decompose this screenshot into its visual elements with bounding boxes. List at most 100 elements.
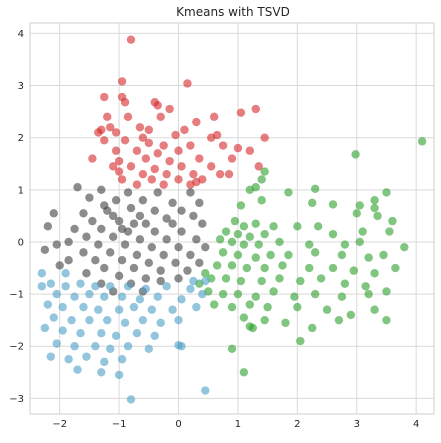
data-point: [73, 365, 82, 374]
data-point: [269, 287, 278, 296]
data-point: [382, 315, 391, 325]
data-point: [135, 211, 145, 221]
data-point: [189, 211, 198, 221]
data-point: [120, 98, 130, 107]
data-point: [186, 188, 195, 197]
data-point: [260, 133, 269, 142]
data-point: [85, 193, 94, 202]
data-point: [126, 162, 136, 171]
data-point: [308, 198, 317, 208]
data-point: [150, 206, 159, 215]
data-point: [269, 222, 278, 231]
data-point: [126, 35, 136, 44]
data-point: [293, 302, 302, 312]
data-point: [52, 289, 61, 299]
x-tick-label: 3: [354, 419, 360, 430]
x-tick-labels: −2 −1 0 1 2 3 4: [52, 419, 419, 430]
data-point: [117, 77, 127, 86]
data-point: [37, 282, 47, 291]
data-point: [67, 315, 76, 325]
data-point: [227, 344, 237, 354]
data-point: [135, 123, 145, 132]
data-point: [70, 342, 79, 351]
data-point: [284, 188, 293, 197]
data-point: [239, 222, 249, 231]
data-point: [111, 196, 121, 205]
data-point: [198, 289, 207, 299]
data-point: [49, 209, 58, 218]
data-point: [111, 331, 121, 340]
data-point: [165, 156, 174, 166]
x-tick-label: −1: [112, 419, 127, 430]
chart-title: Kmeans with TSVD: [176, 5, 290, 19]
data-point: [174, 242, 183, 252]
data-point: [242, 263, 252, 273]
data-point: [316, 274, 326, 283]
data-point: [168, 219, 177, 228]
data-point: [382, 287, 391, 296]
data-point: [135, 235, 145, 244]
data-point: [201, 276, 210, 286]
data-point: [174, 175, 183, 184]
data-point: [224, 169, 234, 179]
x-tick-label: 2: [294, 419, 300, 430]
cluster-series: [195, 137, 427, 377]
data-point: [212, 261, 222, 270]
data-point: [257, 196, 266, 205]
data-point: [346, 310, 356, 320]
data-point: [313, 222, 323, 231]
data-point: [284, 250, 293, 260]
data-point: [254, 240, 263, 249]
data-point: [233, 229, 243, 239]
data-point: [180, 125, 189, 135]
data-point: [153, 188, 162, 197]
data-point: [391, 263, 400, 273]
data-point: [245, 300, 255, 309]
data-point: [138, 196, 148, 205]
data-point: [328, 263, 338, 273]
data-point: [251, 219, 260, 228]
data-point: [117, 256, 127, 265]
data-point: [251, 104, 260, 114]
data-point: [201, 242, 210, 252]
data-point: [310, 248, 320, 257]
data-point: [186, 284, 195, 294]
data-point: [97, 368, 106, 377]
data-point: [305, 240, 314, 249]
x-tick-label: 0: [175, 419, 181, 430]
y-tick-label: 4: [18, 29, 24, 40]
data-point: [236, 108, 246, 117]
data-point: [364, 289, 373, 299]
y-tick-label: 0: [18, 237, 24, 248]
data-point: [239, 368, 249, 377]
data-point: [94, 240, 103, 249]
data-point: [46, 279, 55, 288]
data-point: [260, 315, 269, 325]
data-point: [159, 250, 168, 260]
data-point: [153, 292, 162, 301]
data-point: [153, 149, 162, 158]
data-point: [120, 136, 130, 145]
data-point: [64, 355, 73, 364]
data-point: [248, 323, 257, 333]
data-point: [144, 258, 154, 268]
data-point: [70, 224, 79, 234]
data-point: [349, 266, 358, 275]
data-point: [174, 315, 183, 325]
data-point: [296, 336, 305, 346]
data-point: [293, 222, 302, 231]
data-point: [129, 302, 139, 312]
data-point: [156, 266, 165, 275]
data-point: [88, 216, 97, 226]
data-point: [168, 305, 177, 314]
data-point: [76, 279, 85, 288]
data-point: [120, 318, 130, 327]
data-point: [159, 180, 168, 189]
data-point: [94, 128, 103, 137]
data-point: [108, 211, 118, 221]
data-point: [138, 315, 148, 325]
data-point: [61, 282, 70, 291]
data-point: [233, 143, 243, 153]
data-point: [364, 253, 373, 262]
data-point: [100, 92, 109, 102]
